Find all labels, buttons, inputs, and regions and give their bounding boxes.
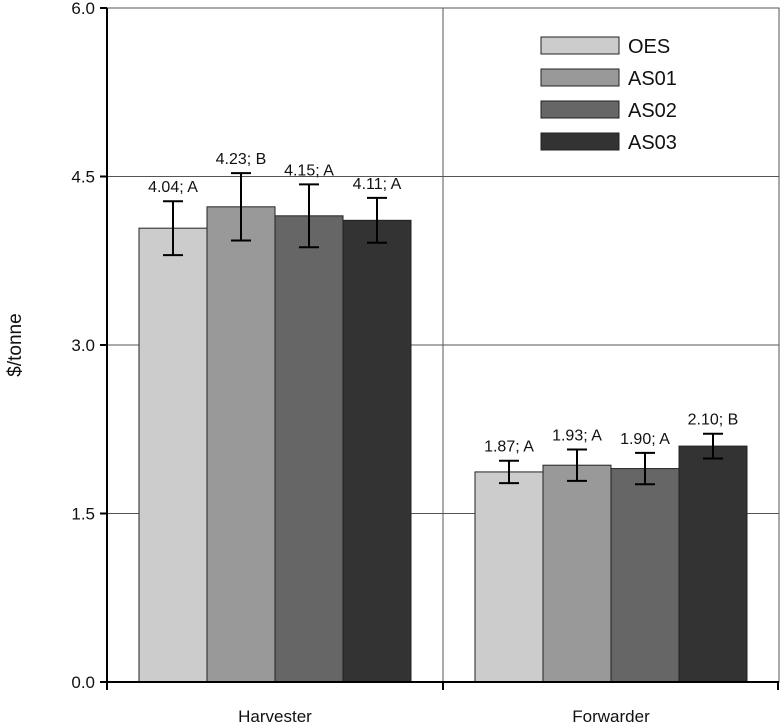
bar [206, 206, 276, 683]
y-tick-label: 1.5 [71, 505, 95, 524]
legend: OES AS01 AS02 AS03 [540, 36, 677, 154]
legend-swatch [540, 132, 620, 151]
y-tick-label: 0.0 [71, 673, 95, 692]
legend-swatch [540, 100, 620, 119]
data-label: 1.93; A [552, 427, 602, 444]
x-category-label: Harvester [238, 707, 312, 726]
bar [474, 471, 544, 683]
data-label: 4.11; A [353, 176, 402, 193]
bar [678, 445, 748, 683]
data-label: 2.10; B [688, 412, 739, 429]
legend-label: AS02 [628, 100, 677, 122]
data-label: 1.87; A [484, 439, 534, 456]
data-label: 4.04; A [148, 179, 198, 196]
y-axis-title: $/tonne [5, 313, 26, 376]
y-tick-label: 3.0 [71, 336, 95, 355]
data-label: 4.15; A [284, 162, 334, 179]
legend-label: AS01 [628, 68, 677, 90]
y-tick-label: 6.0 [71, 0, 95, 18]
x-category-label: Forwarder [572, 707, 650, 726]
bar-layer: 4.04; A 4.23; B 4.15; A 4.11; A 1.87; A 1.93;… [138, 151, 748, 683]
bar [138, 227, 208, 683]
legend-label: AS03 [628, 132, 677, 154]
bar [342, 219, 412, 683]
bar [610, 468, 680, 683]
bar [542, 464, 612, 683]
legend-swatch [540, 68, 620, 87]
bar [274, 215, 344, 683]
data-label: 4.23; B [216, 151, 267, 168]
y-tick-label: 4.5 [71, 168, 95, 187]
data-label: 1.90; A [620, 431, 670, 448]
axis-layer: 0.0 1.5 3.0 4.5 6.0 Harvester Forwarder [71, 0, 779, 726]
legend-label: OES [628, 36, 670, 58]
legend-swatch [540, 36, 620, 55]
